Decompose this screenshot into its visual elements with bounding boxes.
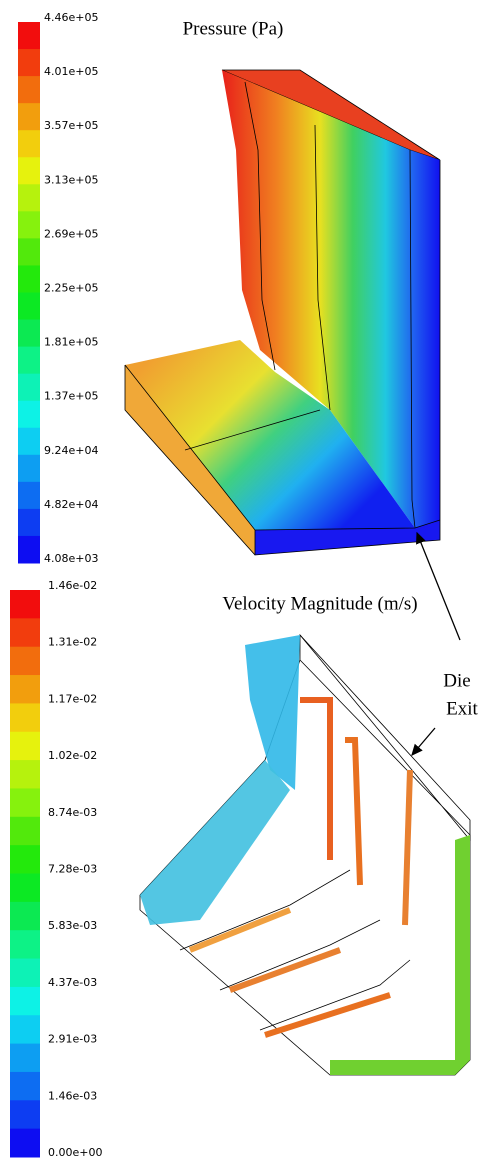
colorbar-band: [18, 211, 40, 239]
colorbar-band: [10, 732, 40, 761]
colorbar-band: [18, 238, 40, 266]
colorbar-band: [18, 455, 40, 483]
colorbar-label: 1.37e+05: [44, 390, 98, 403]
colorbar-label: 2.91e-03: [48, 1033, 97, 1046]
colorbar-label: 1.17e-02: [48, 692, 97, 705]
colorbar-label: 1.81e+05: [44, 336, 98, 349]
colorbar-label: 2.25e+05: [44, 282, 98, 295]
colorbar-band: [18, 22, 40, 50]
colorbar-label: 1.46e-03: [48, 1089, 97, 1102]
colorbar-band: [18, 265, 40, 293]
colorbar-band: [18, 509, 40, 537]
colorbar-band: [10, 788, 40, 817]
colorbar-band: [10, 902, 40, 931]
colorbar-band: [18, 76, 40, 104]
colorbar-label: 1.02e-02: [48, 749, 97, 762]
colorbar-band: [10, 1129, 40, 1158]
colorbar-band: [18, 49, 40, 77]
colorbar-band: [10, 675, 40, 704]
colorbar-band: [10, 987, 40, 1016]
colorbar-label: 1.46e-02: [48, 579, 97, 592]
colorbar-label: 4.46e+05: [44, 11, 98, 24]
annotation: Die: [443, 670, 470, 691]
colorbar-label: 4.82e+04: [44, 498, 98, 511]
colorbar-label: 3.13e+05: [44, 173, 98, 186]
colorbar-label: 5.83e-03: [48, 919, 97, 932]
colorbar-band: [10, 647, 40, 676]
colorbar-band: [10, 845, 40, 874]
panel-title: Velocity Magnitude (m/s): [222, 593, 417, 614]
colorbar-band: [10, 874, 40, 903]
colorbar-band: [18, 103, 40, 131]
colorbar-label: 8.74e-03: [48, 806, 97, 819]
colorbar-band: [18, 293, 40, 321]
colorbar-band: [18, 374, 40, 402]
colorbar-band: [18, 184, 40, 212]
panel-title: Pressure (Pa): [183, 18, 284, 39]
pressure-render: [125, 70, 440, 555]
colorbar-band: [10, 590, 40, 619]
colorbar-band: [18, 401, 40, 429]
colorbar-band: [10, 930, 40, 959]
colorbar-band: [10, 1072, 40, 1101]
colorbar-label: 1.31e-02: [48, 636, 97, 649]
figure: Pressure (Pa) Velocity Magnitude (m/s) D…: [0, 0, 487, 1160]
velocity-render: [140, 635, 470, 1075]
colorbar-band: [10, 1015, 40, 1044]
colorbar-band: [10, 959, 40, 988]
colorbar-band: [18, 320, 40, 348]
colorbar-label: 0.00e+00: [48, 1146, 102, 1159]
colorbar-band: [10, 618, 40, 647]
colorbar-label: 2.69e+05: [44, 227, 98, 240]
colorbar-band: [10, 1044, 40, 1073]
colorbar-band: [18, 347, 40, 375]
colorbar-label: 9.24e+04: [44, 444, 98, 457]
colorbar-band: [10, 817, 40, 846]
colorbar-label: 4.08e+03: [44, 552, 98, 565]
colorbar-label: 7.28e-03: [48, 863, 97, 876]
colorbar-label: 4.01e+05: [44, 65, 98, 78]
colorbar-band: [18, 536, 40, 564]
colorbar-band: [18, 130, 40, 158]
colorbar-band: [18, 428, 40, 456]
colorbar-band: [10, 1100, 40, 1129]
colorbar-band: [10, 703, 40, 732]
colorbar-band: [18, 157, 40, 185]
colorbar-label: 3.57e+05: [44, 119, 98, 132]
colorbar-band: [18, 482, 40, 510]
colorbar-band: [10, 760, 40, 789]
annotation: Exit: [446, 698, 478, 719]
colorbar-label: 4.37e-03: [48, 976, 97, 989]
